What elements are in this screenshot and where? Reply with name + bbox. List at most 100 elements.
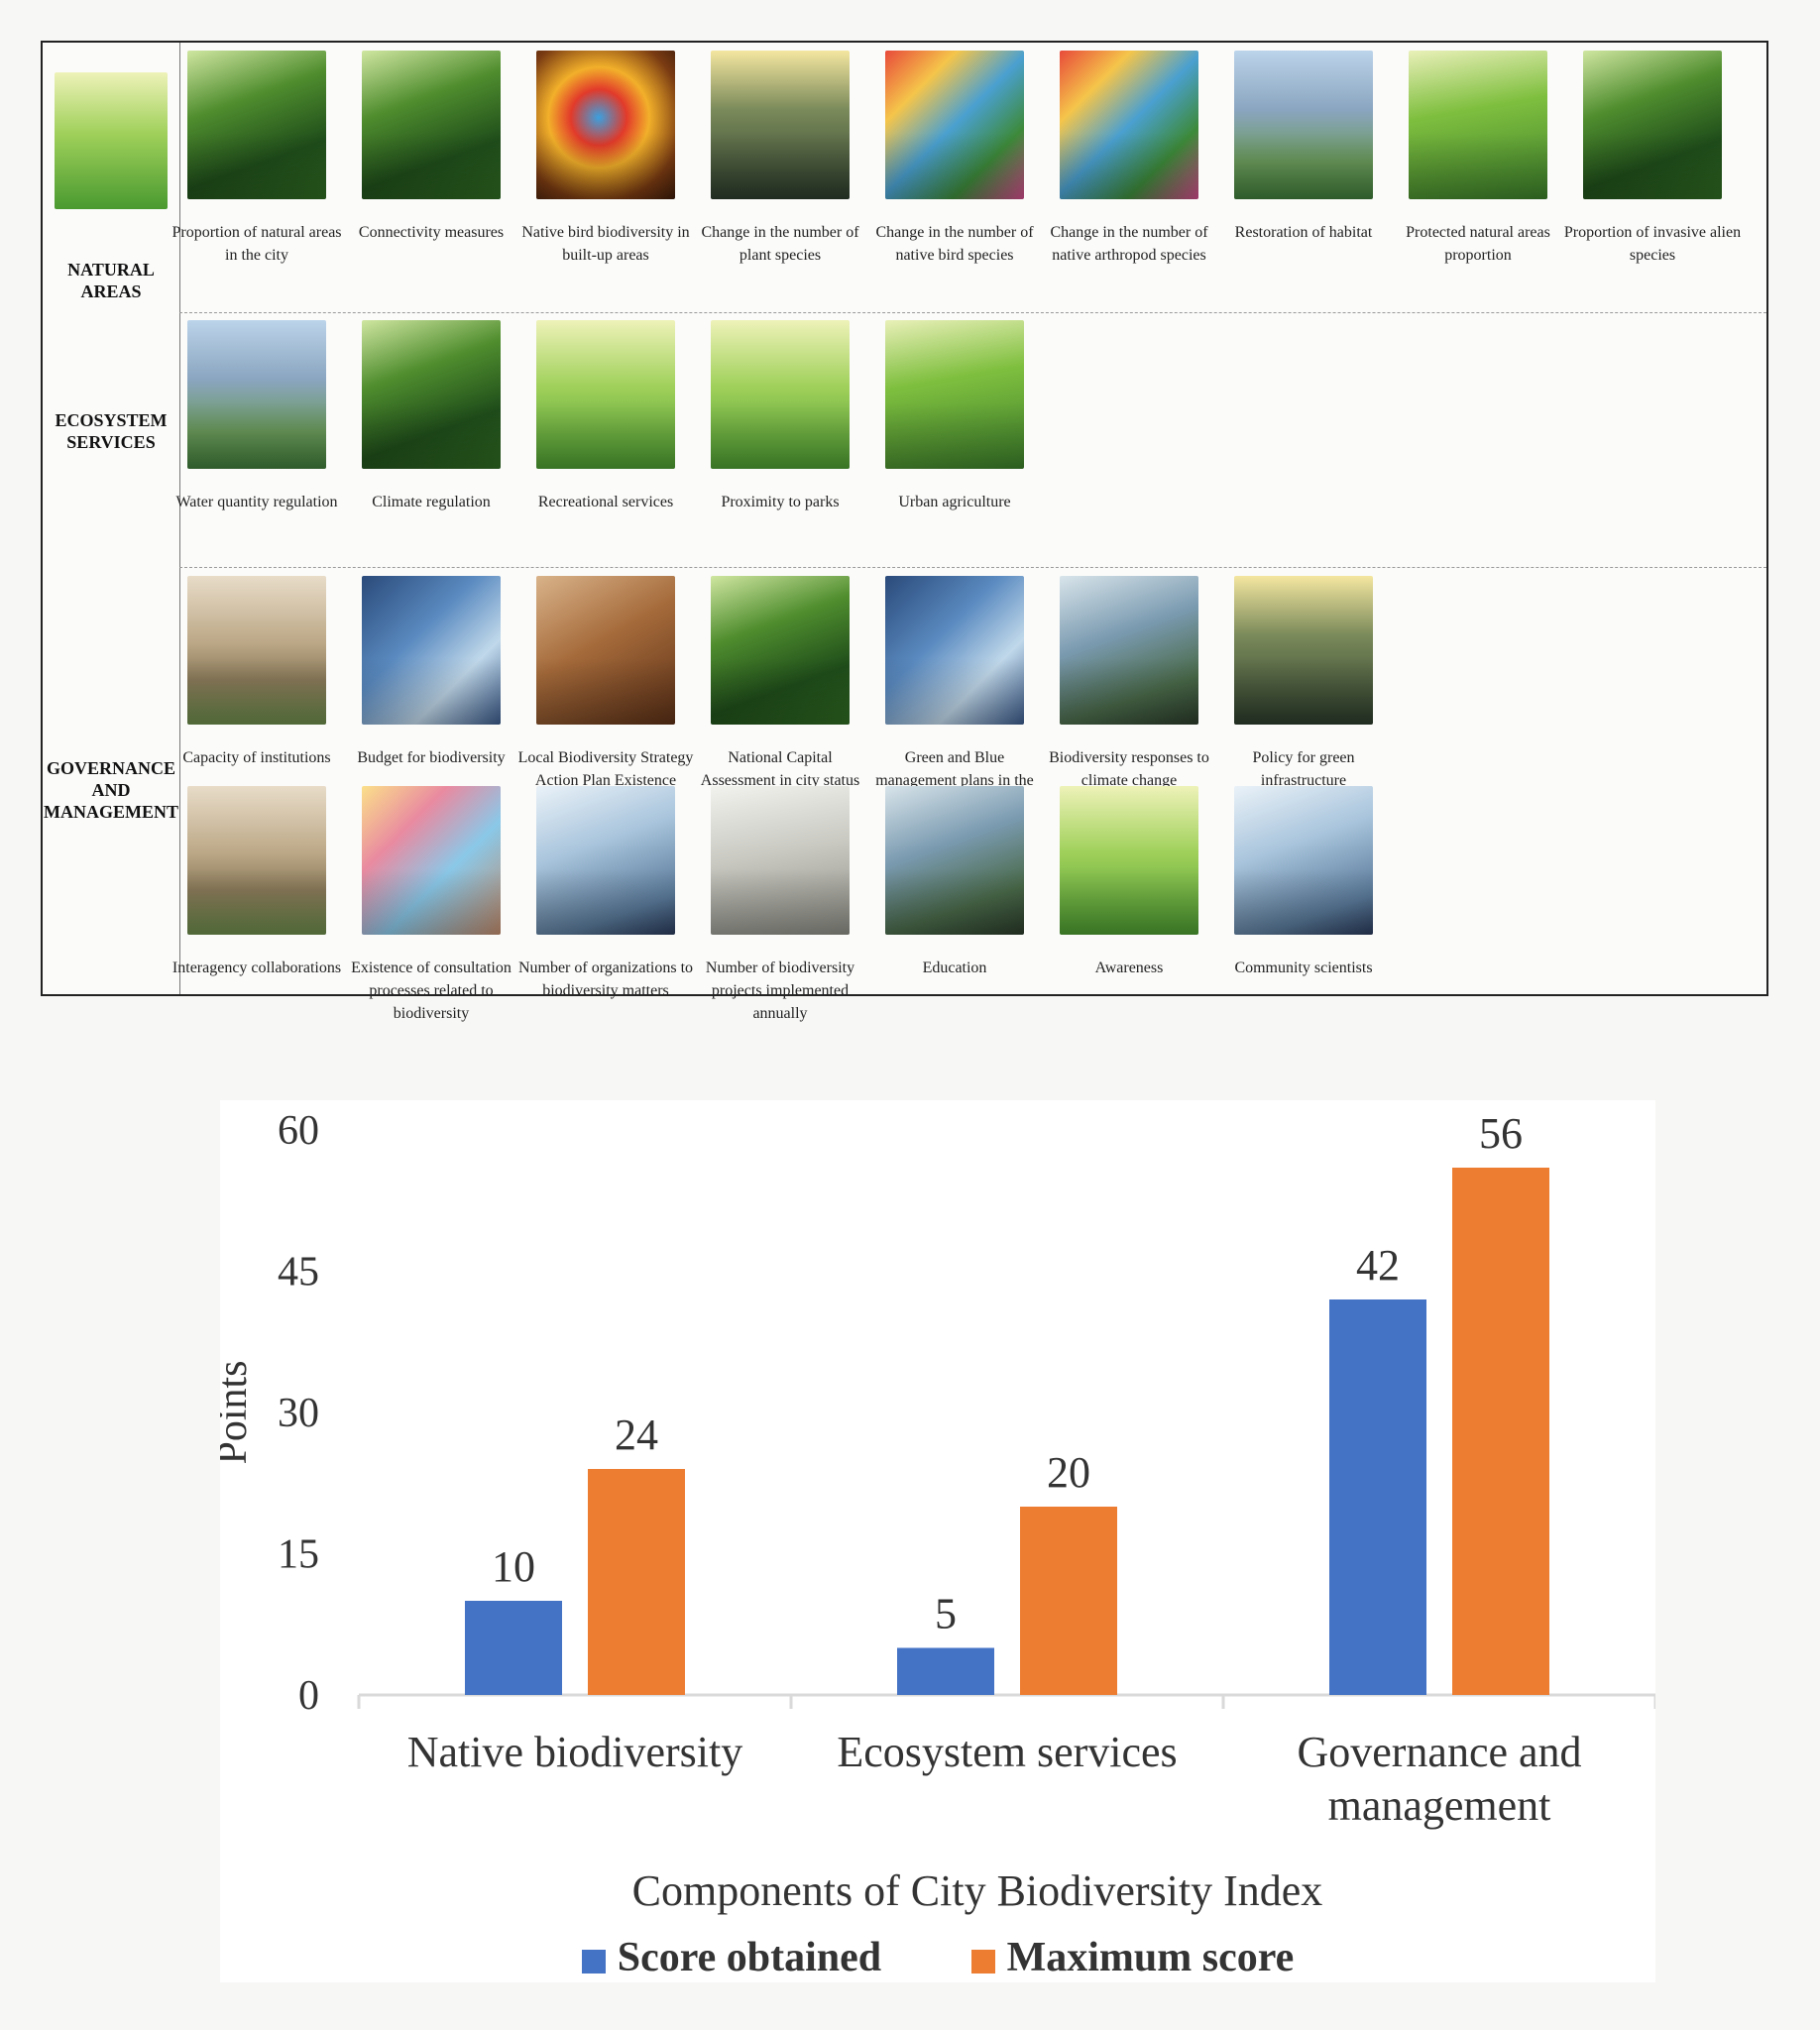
group-table-image-icon	[885, 786, 1024, 935]
y-axis-title: Points	[220, 1360, 256, 1464]
legend-swatch	[581, 1949, 606, 1974]
office-meeting-image-icon	[711, 786, 850, 935]
indicator-table: NATURAL AREAS ECOSYSTEM SERVICES GOVERNA…	[41, 41, 1768, 1022]
legend-swatch	[970, 1949, 995, 1974]
row-divider	[179, 567, 1766, 568]
park-stream-image-icon	[536, 320, 675, 469]
protected-area-image-icon	[1409, 51, 1547, 199]
landscape-logo-icon	[55, 72, 168, 209]
category-label-line: MANAGEMENT	[44, 802, 178, 822]
bar-value-label: 5	[935, 1590, 957, 1638]
category-label-line: AND	[91, 780, 131, 800]
indicator-caption: Climate regulation	[372, 494, 491, 510]
birds-flock-image-icon	[885, 51, 1024, 199]
bar-value-label: 42	[1356, 1241, 1400, 1290]
indicator-tile: Number of biodiversity projects implemen…	[706, 786, 854, 1025]
indicator-caption: Interagency collaborations	[171, 959, 342, 976]
sunlit-forest-image-icon	[362, 320, 501, 469]
bar-score-obtained	[897, 1647, 994, 1695]
indicator-caption: Restoration of habitat	[1234, 224, 1373, 241]
category-natural-areas: NATURAL AREAS	[43, 259, 179, 302]
laptop-charts-image-icon	[362, 576, 501, 725]
document-ribbon-image-icon	[536, 576, 675, 725]
indicator-caption: Protected natural areas proportion	[1406, 224, 1550, 264]
legend-item-score-obtained: Score obtained	[581, 1934, 882, 1981]
indicator-tile: Urban agriculture	[885, 320, 1024, 513]
canyon-forest-image-icon	[362, 51, 501, 199]
category-label-line: NATURAL	[67, 260, 155, 280]
y-tick-label: 60	[278, 1108, 319, 1154]
bar-chart: 0 15 30 45 60 Points 10 24 Native biodiversity 5 2…	[220, 1108, 1655, 1915]
indicator-caption: Urban agriculture	[898, 494, 1011, 510]
indicator-caption: Water quantity regulation	[175, 494, 338, 510]
indicator-caption: Local Biodiversity Strategy Action Plan …	[517, 749, 694, 789]
indicator-caption: Recreational services	[537, 494, 674, 510]
indicator-tile: Existence of consultation processes rela…	[351, 786, 512, 1025]
workshop-notes-image-icon	[362, 786, 501, 935]
indicator-caption: Connectivity measures	[358, 224, 505, 241]
indicator-tile: Policy for green infrastructure	[1234, 576, 1373, 792]
city-jungle-image-icon	[711, 576, 850, 725]
indicator-tile: Restoration of habitat	[1234, 51, 1373, 244]
bar-maximum-score	[1020, 1507, 1117, 1695]
indicator-caption: Education	[922, 959, 987, 976]
people-planting-image-icon	[1234, 51, 1373, 199]
indicator-tile: Connectivity measures	[359, 51, 504, 244]
indicator-tile: Budget for biodiversity	[357, 576, 506, 769]
indicator-tile: Protected natural areas proportion	[1406, 51, 1550, 267]
indicator-caption: Change in the number of plant species	[701, 224, 859, 264]
indicator-caption: Awareness	[1094, 959, 1164, 976]
bar-score-obtained	[1329, 1299, 1426, 1695]
bar-maximum-score	[588, 1469, 685, 1695]
category-label-line: SERVICES	[66, 432, 156, 452]
indicator-tile: National Capital Assessment in city stat…	[701, 576, 859, 792]
indicator-tile: Change in the number of plant species	[701, 51, 859, 267]
category-label-line: ECOSYSTEM	[55, 410, 168, 430]
category-column	[43, 43, 180, 994]
legend-item-maximum-score: Maximum score	[970, 1934, 1295, 1981]
indicator-caption: Proportion of natural areas in the city	[171, 224, 342, 264]
urban-canal-image-icon	[187, 320, 326, 469]
x-tick-label: Governance and	[1297, 1728, 1581, 1776]
meeting-circle-image-icon	[1060, 576, 1198, 725]
farmland-image-icon	[885, 320, 1024, 469]
row-divider	[179, 312, 1766, 313]
indicator-tile: Community scientists	[1234, 786, 1373, 979]
tree-image-icon	[711, 51, 850, 199]
indicator-tile: Change in the number of native bird spec…	[875, 51, 1034, 267]
indicator-caption: Change in the number of native arthropod…	[1050, 224, 1208, 264]
indicator-tile: Proportion of natural areas in the city	[171, 51, 342, 267]
bar-value-label: 24	[615, 1410, 658, 1459]
x-tick-label: management	[1328, 1781, 1551, 1830]
y-tick-label: 30	[278, 1391, 319, 1436]
y-tick-label: 45	[278, 1250, 319, 1296]
legend-label: Maximum score	[1006, 1935, 1295, 1981]
indicator-caption: Native bird biodiversity in built-up are…	[521, 224, 690, 264]
category-ecosystem-services: ECOSYSTEM SERVICES	[43, 409, 179, 453]
y-tick-label: 15	[278, 1532, 319, 1578]
indicator-tile: Change in the number of native arthropod…	[1050, 51, 1208, 267]
indicator-tile: Local Biodiversity Strategy Action Plan …	[518, 576, 693, 792]
network-crowd-image-icon	[536, 786, 675, 935]
indicator-caption: Number of organizations to biodiversity …	[517, 959, 694, 999]
x-tick-label: Native biodiversity	[407, 1728, 743, 1776]
tree-butterflies-image-icon	[1060, 786, 1198, 935]
bar-chart-panel: 0 15 30 45 60 Points 10 24 Native biodiversity 5 2…	[220, 1100, 1655, 1982]
insects-image-icon	[1060, 51, 1198, 199]
category-label-line: GOVERNANCE	[46, 758, 175, 778]
scientists-group-image-icon	[1234, 786, 1373, 935]
indicator-tile: Biodiversity responses to climate change	[1049, 576, 1209, 792]
indicator-tile: Green and Blue management plans in the c…	[875, 576, 1034, 815]
indicator-caption: Policy for green infrastructure	[1252, 749, 1355, 789]
legend-label: Score obtained	[617, 1935, 882, 1981]
bird-image-icon	[536, 51, 675, 199]
indicator-caption: National Capital Assessment in city stat…	[700, 749, 860, 789]
category-governance: GOVERNANCE AND MANAGEMENT	[43, 757, 179, 823]
category-label-line: AREAS	[80, 282, 142, 301]
aerial-city-image-icon	[885, 576, 1024, 725]
bar-maximum-score	[1452, 1168, 1549, 1695]
forest-image-icon	[187, 51, 326, 199]
invasive-plants-image-icon	[1583, 51, 1722, 199]
bar-value-label: 10	[492, 1542, 535, 1591]
indicator-tile: Interagency collaborations	[172, 786, 341, 979]
